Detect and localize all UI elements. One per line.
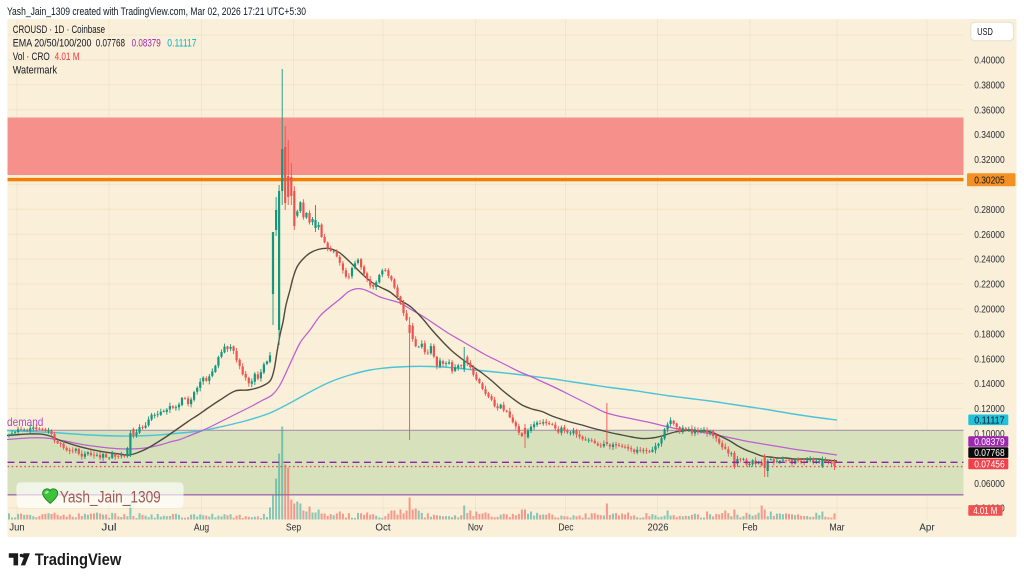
svg-text:0.08379: 0.08379: [132, 38, 161, 50]
svg-text:Sep: Sep: [286, 522, 302, 533]
svg-text:0.07768: 0.07768: [974, 448, 1005, 459]
svg-text:Oct: Oct: [375, 522, 390, 533]
svg-text:0.10000: 0.10000: [974, 429, 1005, 440]
svg-text:Jun: Jun: [9, 522, 24, 533]
svg-text:0.36000: 0.36000: [974, 105, 1005, 116]
svg-text:0.24000: 0.24000: [974, 255, 1005, 266]
svg-text:0.08379: 0.08379: [974, 437, 1005, 448]
svg-text:Feb: Feb: [742, 522, 758, 533]
svg-text:0.18000: 0.18000: [974, 329, 1005, 340]
svg-text:demand: demand: [7, 415, 43, 429]
svg-text:Aug: Aug: [194, 522, 209, 533]
svg-text:0.11117: 0.11117: [974, 415, 1005, 426]
svg-text:Yash_Jain_1309 created with Tr: Yash_Jain_1309 created with TradingView.…: [7, 6, 306, 18]
svg-text:0.26000: 0.26000: [974, 230, 1005, 241]
svg-text:0.22000: 0.22000: [974, 280, 1005, 291]
svg-text:0.28000: 0.28000: [974, 205, 1005, 216]
svg-text:Apr: Apr: [919, 522, 935, 533]
svg-text:Nov: Nov: [468, 522, 483, 533]
svg-text:Jul: Jul: [101, 522, 116, 533]
svg-text:0.16000: 0.16000: [974, 354, 1005, 365]
svg-text:0.12000: 0.12000: [974, 404, 1005, 415]
svg-text:TradingView: TradingView: [35, 551, 122, 569]
svg-text:Watermark: Watermark: [13, 65, 58, 77]
svg-text:4.01 M: 4.01 M: [973, 506, 997, 517]
svg-text:4.01 M: 4.01 M: [55, 51, 80, 63]
svg-text:0.20000: 0.20000: [974, 305, 1005, 316]
svg-text:0.38000: 0.38000: [974, 80, 1005, 91]
svg-text:0.07768: 0.07768: [96, 38, 125, 50]
svg-text:0.30205: 0.30205: [974, 175, 1005, 186]
svg-text:USD: USD: [977, 26, 993, 38]
svg-text:Dec: Dec: [558, 522, 573, 533]
svg-text:0.14000: 0.14000: [974, 379, 1005, 390]
svg-text:2026: 2026: [648, 522, 669, 533]
svg-text:EMA 20/50/100/200: EMA 20/50/100/200: [13, 38, 92, 50]
svg-text:0.40000: 0.40000: [974, 56, 1005, 67]
svg-text:0.11117: 0.11117: [167, 38, 196, 50]
svg-text:0.06000: 0.06000: [974, 479, 1005, 490]
svg-text:0.34000: 0.34000: [974, 130, 1005, 141]
svg-text:Mar: Mar: [829, 522, 845, 533]
svg-text:Yash_Jain_1309: Yash_Jain_1309: [60, 487, 161, 506]
svg-text:Vol · CRO: Vol · CRO: [13, 51, 50, 63]
svg-text:CROUSD · 1D · Coinbase: CROUSD · 1D · Coinbase: [13, 24, 105, 36]
svg-text:0.07456: 0.07456: [974, 460, 1005, 471]
svg-text:0.32000: 0.32000: [974, 155, 1005, 166]
